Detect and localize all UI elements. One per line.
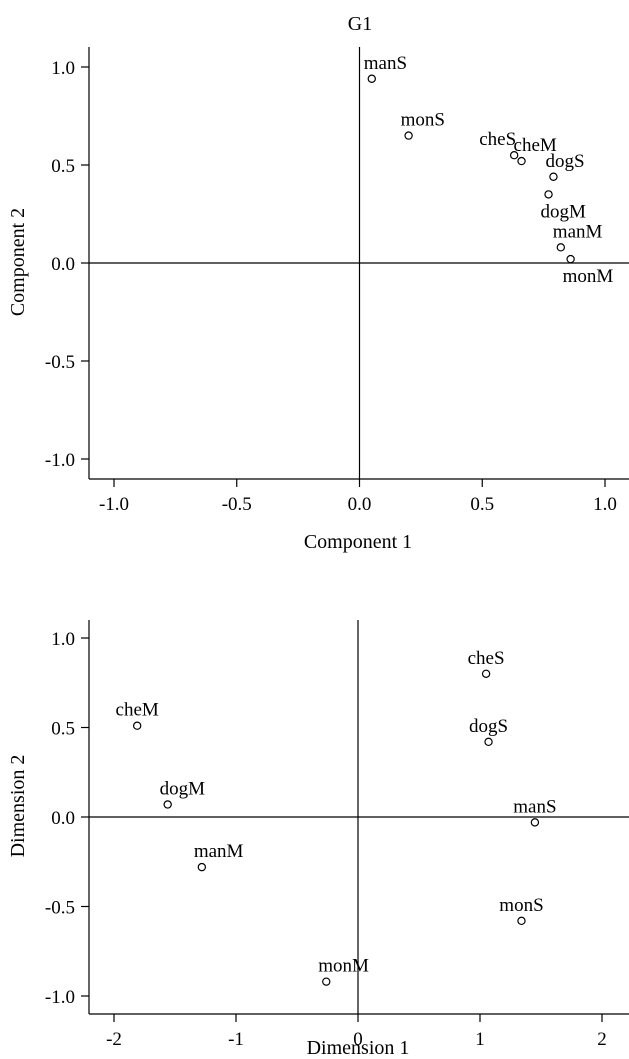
data-point [163,800,172,809]
data-point [322,977,331,986]
data-point-label: monS [499,895,543,916]
axis-ticks: -1.0 -0.5 0.0 0.5 1.0 1.0 0.5 0.0 -0.5 -1.0 [45,58,617,515]
y-tick-label: -0.5 [45,898,75,919]
x-tick-label: 0 [353,1029,363,1050]
y-axis-label: Component 2 [7,208,29,316]
x-tick-label: 0.0 [348,494,372,515]
y-tick-label: 0.0 [51,254,75,275]
data-point [530,818,540,827]
data-point [367,74,376,83]
data-point-label: monM [318,956,369,977]
scatter-points: cheM dogM manM monM cheS dogS manS monS [116,648,557,986]
y-tick-label: 0.0 [51,808,75,829]
data-point [481,669,491,679]
chart-panel-1: G1 Component 1 Component 2 -1.0 -0.5 0.0 0.… [7,13,629,553]
data-point-label: dogM [541,201,587,222]
data-point [509,150,519,160]
x-tick-label: 0.5 [470,494,494,515]
data-point [566,254,575,264]
y-tick-label: 0.5 [51,719,75,740]
y-tick-label: -0.5 [45,352,75,373]
data-point-label: monM [563,266,614,287]
y-tick-label: -1.0 [45,450,75,471]
chart-panel-2: Dimension 1 Dimension 2 -2 -1 0 1 2 1.0 0.5 0.0… [7,620,629,1059]
data-point-label: manS [513,796,556,817]
reference-lines [89,47,629,479]
data-point [132,721,142,730]
data-point [517,916,526,926]
data-point-label: manM [553,221,603,242]
data-point-label: cheS [479,129,516,150]
data-point [404,131,413,140]
data-point-label: manM [194,841,244,862]
x-tick-label: -1.0 [99,494,129,515]
x-tick-label: 2 [597,1029,607,1050]
data-point-label: cheM [116,700,159,721]
data-point [197,862,207,872]
data-point [549,172,558,181]
chart-title: G1 [348,13,372,35]
y-tick-label: 0.5 [51,156,75,177]
data-point [556,243,566,252]
y-axis-label: Dimension 2 [7,755,29,858]
axis-ticks: -2 -1 0 1 2 1.0 0.5 0.0 -0.5 -1.0 [45,629,607,1050]
data-point-label: monS [401,110,445,131]
data-point [517,156,526,166]
data-point [484,737,493,747]
x-tick-label: 1.0 [593,494,617,515]
data-point-label: cheS [468,648,505,669]
x-tick-label: -2 [106,1029,122,1050]
y-tick-label: 1.0 [51,58,75,79]
y-tick-label: 1.0 [51,629,75,650]
data-point-label: dogS [469,716,508,737]
data-point-label: dogS [545,151,584,172]
reference-lines [89,620,629,1014]
data-point-label: manS [364,53,407,74]
x-axis-label: Dimension 1 [307,1037,410,1059]
data-point-label: cheM [514,135,557,156]
data-point [544,190,553,199]
x-axis-label: Component 1 [304,531,412,553]
y-tick-label: -1.0 [45,987,75,1008]
x-tick-label: -0.5 [222,494,252,515]
data-point-label: dogM [160,778,206,799]
x-tick-label: 1 [475,1029,485,1050]
x-tick-label: -1 [228,1029,244,1050]
